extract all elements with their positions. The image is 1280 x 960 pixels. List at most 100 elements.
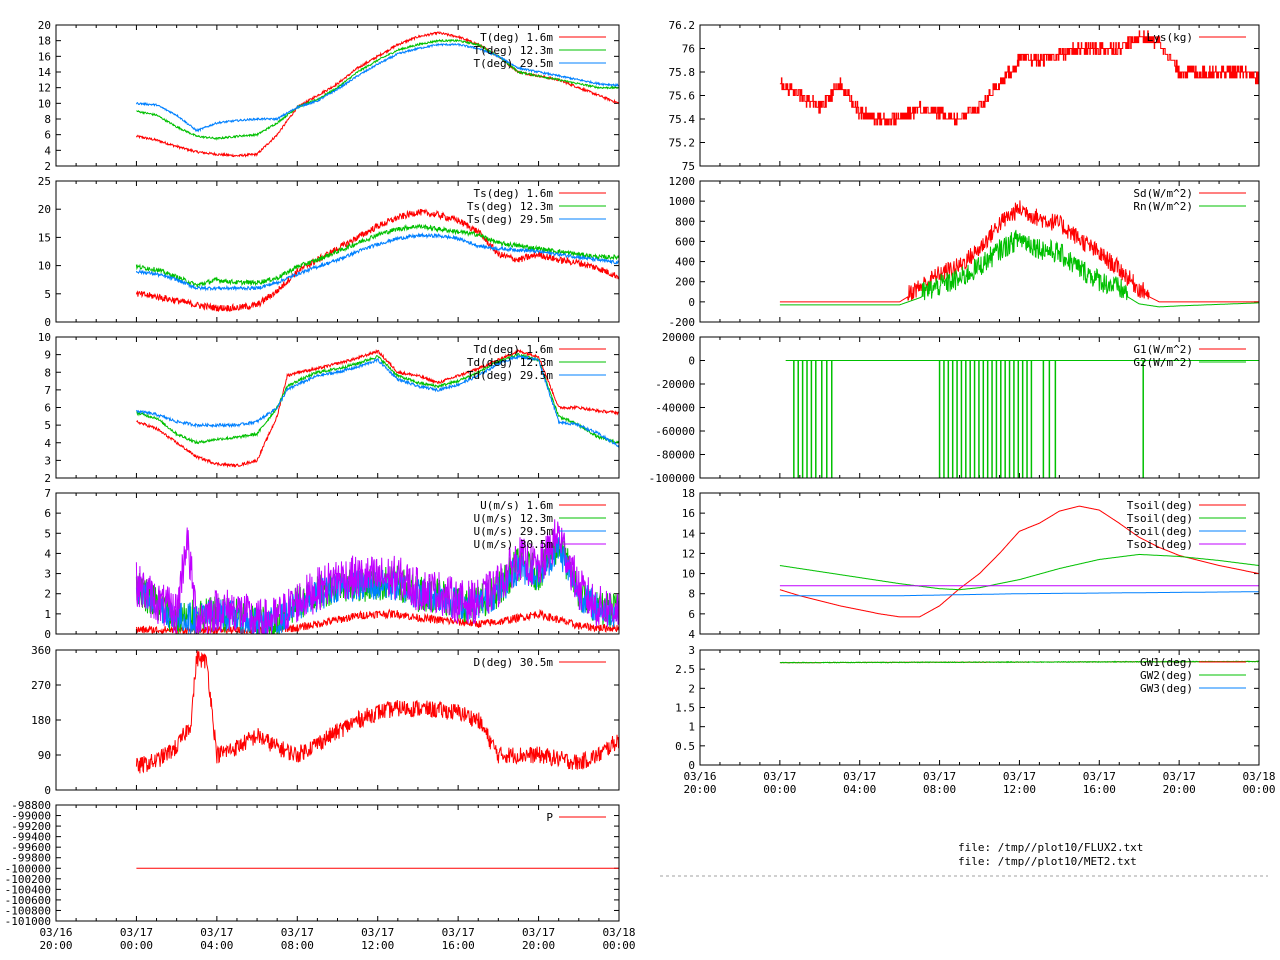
x-tick-label-time: 20:00 (1163, 783, 1196, 796)
y-tick-label: 6 (44, 402, 51, 415)
y-tick-label: -99800 (11, 852, 51, 865)
y-tick-label: 5 (44, 288, 51, 301)
plot-frame (55, 24, 620, 167)
y-tick-label: 4 (44, 144, 51, 157)
y-tick-label: 2.5 (675, 663, 695, 676)
y-tick-label: 0 (44, 316, 51, 329)
x-tick-label-time: 00:00 (120, 939, 153, 952)
y-tick-label: 75.2 (669, 137, 696, 150)
y-tick-label: 12 (682, 547, 695, 560)
legend-label-2: Rn(W/m^2) (1133, 200, 1193, 213)
x-tick-label-time: 20:00 (39, 939, 72, 952)
y-tick-label: 4 (44, 437, 51, 450)
legend-label-3: Td(deg) 29.5m (467, 369, 553, 382)
series-line-3 (779, 591, 1259, 597)
y-tick-label: 0 (688, 296, 695, 309)
legend-label-2: GW2(deg) (1140, 669, 1193, 682)
series-line-1 (779, 200, 1259, 303)
x-tick-label-time: 12:00 (1003, 783, 1036, 796)
y-tick-label: 1 (688, 721, 695, 734)
y-tick-label: 14 (682, 527, 696, 540)
y-tick-label: 2 (44, 588, 51, 601)
y-tick-label: 75.4 (669, 113, 696, 126)
legend-label-2: Td(deg) 12.3m (467, 356, 553, 369)
x-tick-label-date: 03/17 (442, 926, 475, 939)
series-group (135, 650, 619, 774)
y-tick-label: -99600 (11, 841, 51, 854)
y-tick-label: 1.5 (675, 702, 695, 715)
y-tick-label: -100600 (5, 894, 51, 907)
x-tick-label-time: 00:00 (1242, 783, 1275, 796)
legend-label-1: Td(deg) 1.6m (474, 343, 554, 356)
series-group (135, 348, 619, 469)
series-line-1 (135, 650, 619, 774)
series-line-1 (779, 505, 1259, 618)
y-tick-label: 7 (44, 487, 51, 500)
x-tick-label-time: 08:00 (923, 783, 956, 796)
y-tick-label: 2 (44, 472, 51, 485)
y-tick-label: -99000 (11, 810, 51, 823)
legend-label-2: T(deg) 12.3m (474, 44, 554, 57)
y-tick-label: -100000 (649, 472, 695, 485)
x-tick-label-date: 03/17 (522, 926, 555, 939)
y-tick-label: 270 (31, 679, 51, 692)
series-line-2 (135, 223, 619, 288)
y-tick-label: 0 (688, 355, 695, 368)
series-group (135, 208, 619, 313)
x-tick-label-time: 08:00 (281, 939, 314, 952)
y-tick-label: -100000 (5, 862, 51, 875)
legend-label-3: T(deg) 29.5m (474, 57, 554, 70)
y-tick-label: 90 (38, 749, 51, 762)
y-tick-label: 3 (44, 568, 51, 581)
y-tick-label: 200 (675, 276, 695, 289)
y-tick-label: -98800 (11, 799, 51, 812)
x-tick-label-date: 03/17 (361, 926, 394, 939)
y-tick-label: 4 (688, 628, 695, 641)
legend-label-1: Ts(deg) 1.6m (474, 187, 554, 200)
x-tick-label-time: 00:00 (602, 939, 635, 952)
y-tick-label: 75 (682, 160, 695, 173)
chart-air-temperature: 2 4 6 8 10 12 14 16 18 20 T(deg) 1.6mT(deg) 12.3mT… (38, 19, 620, 173)
y-tick-label: 10 (38, 97, 51, 110)
series-group (785, 360, 1259, 478)
y-tick-label: 7 (44, 384, 51, 397)
plot-frame (699, 336, 1260, 479)
y-tick-label: 4 (44, 547, 51, 560)
x-tick-label-date: 03/18 (602, 926, 635, 939)
y-tick-label: 10 (38, 260, 51, 273)
chart-soil-temperature: 4681012141618Tsoil(deg)Tsoil(deg)Tsoil(d… (682, 487, 1260, 641)
plot-frame (55, 336, 620, 479)
legend-label-2: Ts(deg) 12.3m (467, 200, 553, 213)
series-line-3 (135, 42, 619, 133)
plot-frame (699, 180, 1260, 323)
y-tick-label: 0 (44, 784, 51, 797)
y-tick-label: -99400 (11, 831, 51, 844)
y-tick-label: -101000 (5, 915, 51, 928)
y-tick-label: 8 (44, 113, 51, 126)
y-tick-label: 8 (688, 588, 695, 601)
x-tick-label-date: 03/17 (1003, 770, 1036, 783)
legend-label-3: GW3(deg) (1140, 682, 1193, 695)
chart-wind-direction: 0 90 180 270 360 D(deg) 30.5m (31, 644, 620, 797)
series-group (779, 505, 1259, 618)
y-tick-label: 3 (688, 644, 695, 657)
y-tick-label: 6 (44, 129, 51, 142)
plot-frame (55, 492, 620, 635)
y-tick-label: 6 (688, 608, 695, 621)
y-tick-label: 16 (38, 50, 51, 63)
y-tick-label: 5 (44, 527, 51, 540)
chart-groundwater: 00.511.522.5303/1620:0003/1700:0003/1704… (675, 644, 1275, 796)
series-line-2 (136, 38, 619, 141)
legend-label-2: Tsoil(deg) (1127, 512, 1193, 525)
plot-frame (55, 649, 620, 791)
series-line-1 (779, 30, 1259, 126)
file-label-met: file: /tmp//plot10/MET2.txt (958, 855, 1137, 868)
y-tick-label: 1000 (669, 195, 696, 208)
y-tick-label: 0 (688, 759, 695, 772)
x-tick-label-date: 03/17 (1163, 770, 1196, 783)
y-tick-label: 12 (38, 82, 51, 95)
chart-ground-heat-flux: -100000 -80000 -60000 -40000 -20000 0 20000 G1(… (649, 331, 1260, 485)
